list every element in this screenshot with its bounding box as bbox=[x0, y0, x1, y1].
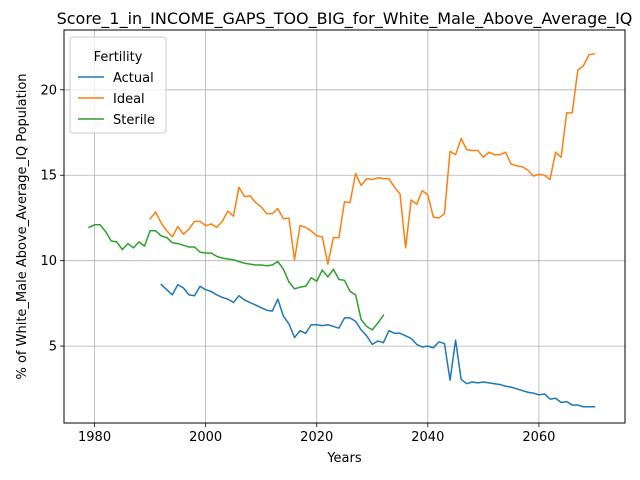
x-tick-label: 2000 bbox=[189, 430, 222, 445]
x-tick-label: 2040 bbox=[411, 430, 444, 445]
y-axis-label: % of White_Male Above_Average_IQ Populat… bbox=[15, 73, 30, 379]
x-tick-label: 1980 bbox=[78, 430, 111, 445]
x-axis-label: Years bbox=[326, 451, 362, 466]
y-tick-label: 5 bbox=[49, 340, 57, 355]
axis-ticks: 1980 2000 2020 2040 2060 5 10 15 20 bbox=[40, 83, 555, 445]
legend-title: Fertility bbox=[94, 50, 143, 65]
legend: Fertility Actual Ideal Sterile bbox=[69, 36, 167, 134]
y-tick-label: 10 bbox=[40, 254, 57, 269]
y-tick-label: 20 bbox=[40, 83, 57, 98]
series-lines bbox=[88, 53, 596, 408]
series-line-sterile bbox=[88, 224, 385, 331]
legend-label-actual: Actual bbox=[113, 71, 154, 86]
plot-frame bbox=[63, 29, 626, 424]
x-tick-label: 2020 bbox=[300, 430, 333, 445]
legend-label-ideal: Ideal bbox=[113, 92, 145, 107]
legend-box bbox=[69, 36, 167, 134]
chart-title: Score_1_in_INCOME_GAPS_TOO_BIG_for_White… bbox=[57, 9, 633, 29]
series-line-actual bbox=[160, 283, 596, 408]
y-tick-label: 15 bbox=[40, 169, 57, 184]
series-line-ideal bbox=[149, 53, 596, 265]
legend-label-sterile: Sterile bbox=[113, 113, 155, 128]
x-tick-label: 2060 bbox=[522, 430, 555, 445]
